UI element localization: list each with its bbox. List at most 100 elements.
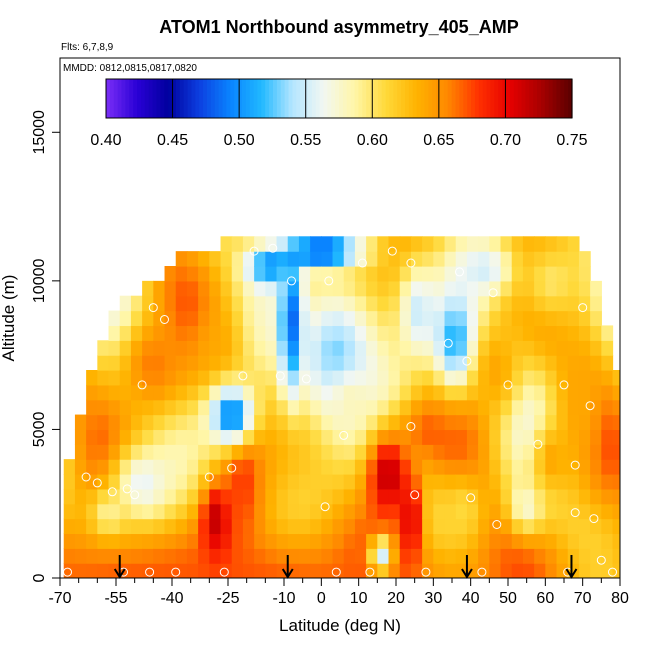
heatmap-cell [220, 429, 233, 445]
heatmap-cell [186, 370, 199, 386]
heatmap-cell [198, 325, 210, 341]
heatmap-cell [455, 236, 468, 252]
heatmap-cell [466, 414, 479, 431]
heatmap-cell [422, 236, 434, 252]
colorbar-segment [381, 79, 387, 118]
heatmap-cell [164, 414, 177, 431]
colorbar-segment [280, 79, 286, 118]
heatmap-cell [500, 444, 513, 460]
heatmap-cell [500, 370, 513, 386]
colorbar-segment [568, 79, 573, 118]
heatmap-cell [422, 370, 434, 386]
heatmap-cell [310, 459, 322, 475]
colorbar-segment [486, 79, 492, 118]
colorbar-segment [350, 79, 356, 118]
heatmap-cell [466, 533, 479, 549]
heatmap-cell [220, 533, 233, 549]
heatmap-cell [186, 414, 199, 431]
heatmap-cell [556, 518, 569, 535]
heatmap-cell [220, 399, 233, 416]
heatmap-cell [455, 295, 468, 312]
colorbar-segment [195, 79, 200, 118]
heatmap-cell [366, 236, 378, 252]
x-tick-label: -70 [48, 590, 71, 607]
heatmap-cell [321, 459, 334, 475]
heatmap-cell [287, 251, 300, 267]
heatmap-cell [377, 503, 390, 520]
heatmap-cell [466, 488, 479, 505]
heatmap-cell [377, 563, 390, 578]
colorbar-segment [323, 79, 328, 118]
heatmap-cell [231, 474, 244, 490]
heatmap-cell [164, 459, 177, 475]
heatmap-cell [366, 488, 378, 505]
heatmap-cell [130, 325, 143, 341]
heatmap-cell [500, 325, 513, 341]
heatmap-cell [321, 533, 334, 549]
heatmap-cell [153, 355, 166, 371]
heatmap-cell [466, 474, 479, 490]
colorbar-segment [513, 79, 519, 118]
heatmap-cell [186, 518, 199, 535]
heatmap-cell [556, 459, 569, 475]
heatmap-cell [242, 236, 255, 252]
heatmap-cell [444, 399, 457, 416]
heatmap-cell [511, 340, 524, 356]
heatmap-cell [310, 548, 322, 564]
heatmap-cell [142, 503, 154, 520]
heatmap-cell [321, 251, 334, 267]
heatmap-cell [489, 236, 502, 252]
heatmap-cell [343, 370, 356, 386]
heatmap-cell [86, 548, 98, 564]
heatmap-cell [231, 370, 244, 386]
heatmap-cell [522, 251, 535, 267]
heatmap-cell [534, 266, 546, 282]
heatmap-cell [444, 340, 457, 356]
heatmap-cell [399, 444, 412, 460]
heatmap-cell [220, 488, 233, 505]
heatmap-cell [500, 251, 513, 267]
heatmap-cell [377, 488, 390, 505]
colorbar-segment [296, 79, 301, 118]
heatmap-cell [354, 384, 367, 401]
heatmap-cell [567, 414, 580, 431]
heatmap-cell [489, 503, 502, 520]
heatmap-cell [534, 414, 546, 431]
heatmap-cell [209, 518, 222, 535]
heatmap-cell [590, 503, 602, 520]
heatmap-cell [455, 266, 468, 282]
heatmap-cell [455, 310, 468, 327]
heatmap-cell [612, 474, 620, 490]
heatmap-cell [578, 474, 591, 490]
heatmap-cell [254, 399, 266, 416]
heatmap-cell [410, 444, 423, 460]
heatmap-cell [511, 295, 524, 312]
heatmap-cell [287, 370, 300, 386]
heatmap-cell [354, 503, 367, 520]
heatmap-cell [478, 384, 490, 401]
heatmap-cell [556, 429, 569, 445]
heatmap-cell [433, 518, 446, 535]
heatmap-cell [86, 384, 98, 401]
heatmap-cell [422, 518, 434, 535]
colorbar-segment [552, 79, 558, 118]
heatmap-cell [601, 563, 614, 578]
colorbar-segment [269, 79, 274, 118]
heatmap-cell [590, 474, 602, 490]
heatmap-cell [298, 414, 311, 431]
heatmap-cell [422, 459, 434, 475]
heatmap-cell [366, 459, 378, 475]
heatmap-cell [500, 384, 513, 401]
colorbar-segment [463, 79, 468, 118]
heatmap-cell [164, 399, 177, 416]
flight-arrow-head [565, 568, 578, 579]
heatmap-cell [433, 488, 446, 505]
heatmap-cell [175, 340, 188, 356]
heatmap-cell [545, 518, 558, 535]
sample-point [559, 380, 569, 390]
heatmap-cell [153, 429, 166, 445]
colorbar-segment [331, 79, 336, 118]
colorbar-segment [106, 79, 111, 118]
sample-point [357, 258, 367, 268]
heatmap-cell [63, 533, 76, 549]
